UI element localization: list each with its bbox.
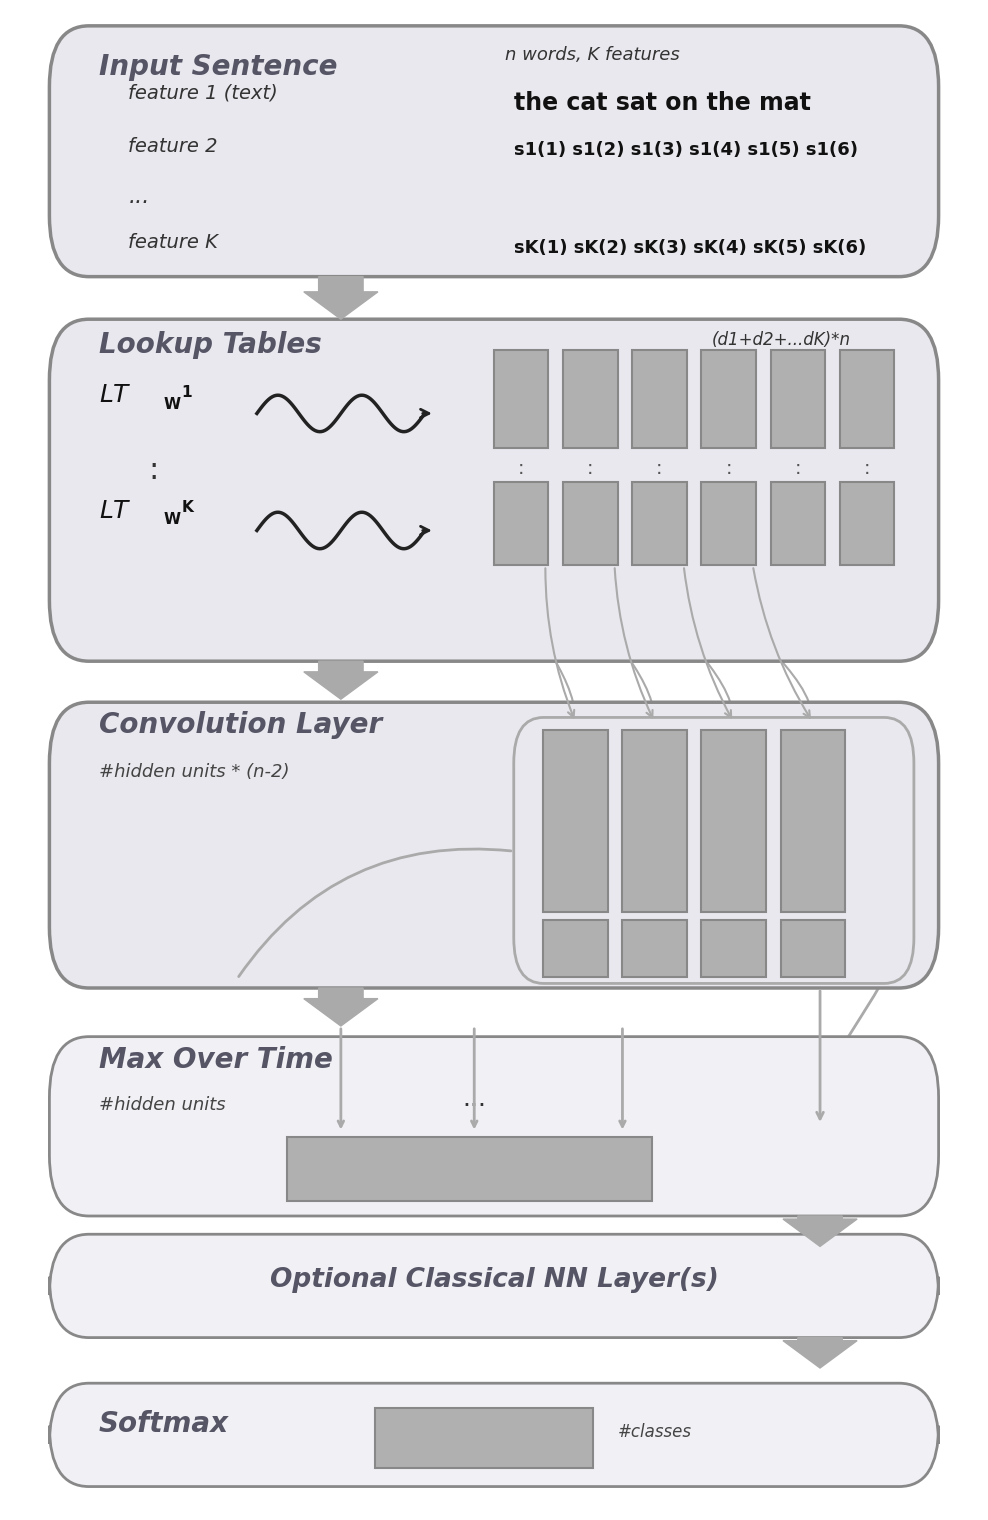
Text: feature K: feature K (128, 233, 218, 251)
FancyBboxPatch shape (563, 482, 618, 565)
Text: the cat sat on the mat: the cat sat on the mat (514, 91, 810, 116)
Text: Lookup Tables: Lookup Tables (99, 331, 321, 359)
Text: #hidden units * (n-2): #hidden units * (n-2) (99, 763, 289, 781)
FancyBboxPatch shape (49, 702, 939, 988)
FancyBboxPatch shape (543, 730, 608, 912)
FancyBboxPatch shape (781, 730, 845, 912)
FancyBboxPatch shape (771, 350, 825, 448)
FancyBboxPatch shape (287, 1137, 652, 1201)
Text: n words, K features: n words, K features (506, 46, 680, 64)
Text: :: : (656, 459, 663, 477)
Text: Softmax: Softmax (99, 1411, 229, 1438)
Text: :: : (148, 456, 158, 485)
Text: :: : (864, 459, 870, 477)
Text: :: : (794, 459, 801, 477)
FancyArrow shape (782, 1216, 857, 1246)
FancyBboxPatch shape (771, 482, 825, 565)
Text: #classes: #classes (618, 1423, 692, 1441)
Text: :: : (725, 459, 732, 477)
FancyBboxPatch shape (701, 730, 766, 912)
FancyBboxPatch shape (563, 350, 618, 448)
FancyBboxPatch shape (49, 1037, 939, 1216)
Text: $\it{LT}$: $\it{LT}$ (99, 499, 131, 523)
Text: Optional Classical NN Layer(s): Optional Classical NN Layer(s) (270, 1266, 718, 1294)
Text: $\it{LT}$: $\it{LT}$ (99, 383, 131, 407)
Text: s1(1) s1(2) s1(3) s1(4) s1(5) s1(6): s1(1) s1(2) s1(3) s1(4) s1(5) s1(6) (514, 141, 858, 160)
FancyBboxPatch shape (701, 482, 756, 565)
FancyBboxPatch shape (494, 482, 548, 565)
FancyBboxPatch shape (632, 482, 687, 565)
Text: :: : (518, 459, 525, 477)
Text: Input Sentence: Input Sentence (99, 53, 337, 81)
FancyBboxPatch shape (701, 350, 756, 448)
FancyBboxPatch shape (840, 350, 894, 448)
FancyBboxPatch shape (840, 482, 894, 565)
FancyBboxPatch shape (632, 350, 687, 448)
FancyBboxPatch shape (49, 1383, 939, 1487)
Text: sK(1) sK(2) sK(3) sK(4) sK(5) sK(6): sK(1) sK(2) sK(3) sK(4) sK(5) sK(6) (514, 239, 866, 257)
Text: $\mathbf{_W}$$\mathbf{^1}$: $\mathbf{_W}$$\mathbf{^1}$ (163, 383, 193, 412)
Text: Convolution Layer: Convolution Layer (99, 711, 382, 739)
Text: :: : (643, 923, 651, 947)
FancyBboxPatch shape (49, 1234, 939, 1338)
Text: #hidden units: #hidden units (99, 1096, 225, 1114)
FancyBboxPatch shape (543, 920, 608, 977)
Text: ...: ... (462, 1087, 486, 1111)
FancyArrow shape (782, 1338, 857, 1368)
FancyArrow shape (303, 277, 377, 319)
Text: feature 2: feature 2 (128, 137, 218, 157)
Text: Max Over Time: Max Over Time (99, 1046, 333, 1073)
FancyBboxPatch shape (781, 920, 845, 977)
FancyBboxPatch shape (494, 350, 548, 448)
FancyBboxPatch shape (49, 26, 939, 277)
FancyBboxPatch shape (49, 319, 939, 661)
Text: (d1+d2+...dK)*n: (d1+d2+...dK)*n (711, 331, 851, 350)
FancyArrow shape (303, 661, 377, 699)
Text: feature 1 (text): feature 1 (text) (128, 84, 279, 103)
FancyBboxPatch shape (622, 730, 687, 912)
Text: :: : (587, 459, 594, 477)
Text: $\mathbf{_W}$$\mathbf{^K}$: $\mathbf{_W}$$\mathbf{^K}$ (163, 499, 196, 527)
FancyBboxPatch shape (622, 920, 687, 977)
Text: ...: ... (128, 187, 150, 207)
FancyBboxPatch shape (375, 1408, 593, 1468)
FancyBboxPatch shape (701, 920, 766, 977)
FancyArrow shape (303, 988, 377, 1026)
